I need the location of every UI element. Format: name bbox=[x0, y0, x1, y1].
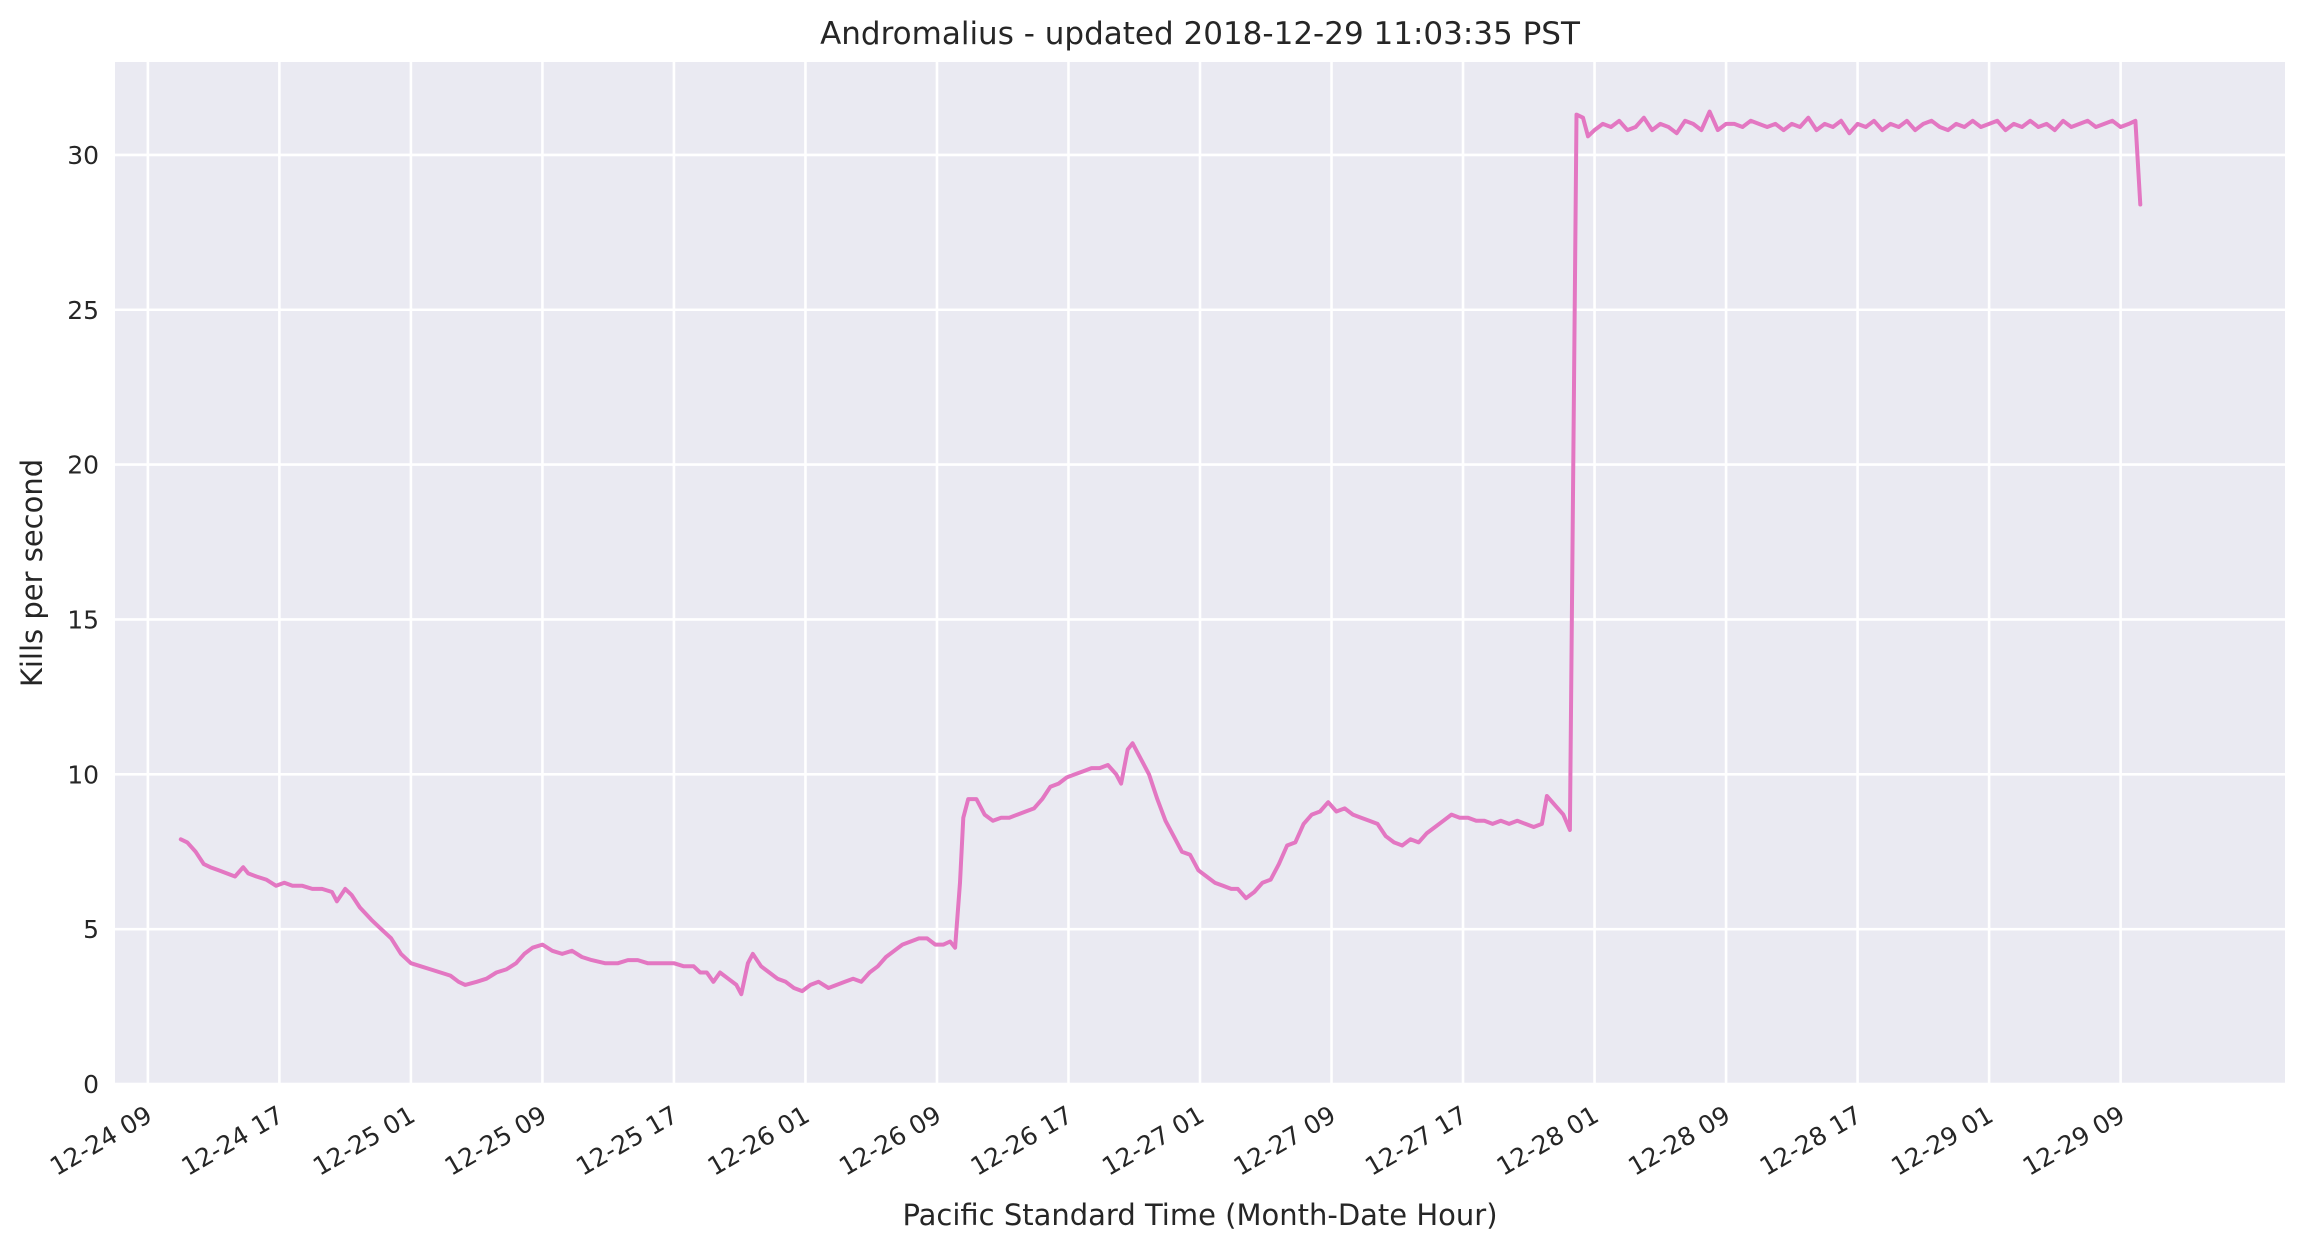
y-axis-ticks: 0 5 10 15 20 25 30 bbox=[67, 141, 99, 1099]
y-tick-label: 15 bbox=[67, 605, 99, 634]
x-axis-label: Pacific Standard Time (Month-Date Hour) bbox=[902, 1198, 1497, 1232]
grid-lines bbox=[115, 62, 2285, 1086]
y-tick-label: 20 bbox=[67, 451, 99, 480]
series-layer bbox=[178, 109, 2143, 997]
y-tick-label: 0 bbox=[83, 1070, 99, 1099]
y-axis-label: Kills per second bbox=[15, 459, 49, 687]
y-tick-label: 25 bbox=[67, 296, 99, 325]
y-tick-label: 30 bbox=[67, 141, 99, 170]
y-tick-label: 5 bbox=[83, 915, 99, 944]
chart-title: Andromalius - updated 2018-12-29 11:03:3… bbox=[820, 16, 1581, 52]
series-line-andromalius bbox=[178, 109, 2143, 997]
y-tick-label: 10 bbox=[67, 760, 99, 789]
